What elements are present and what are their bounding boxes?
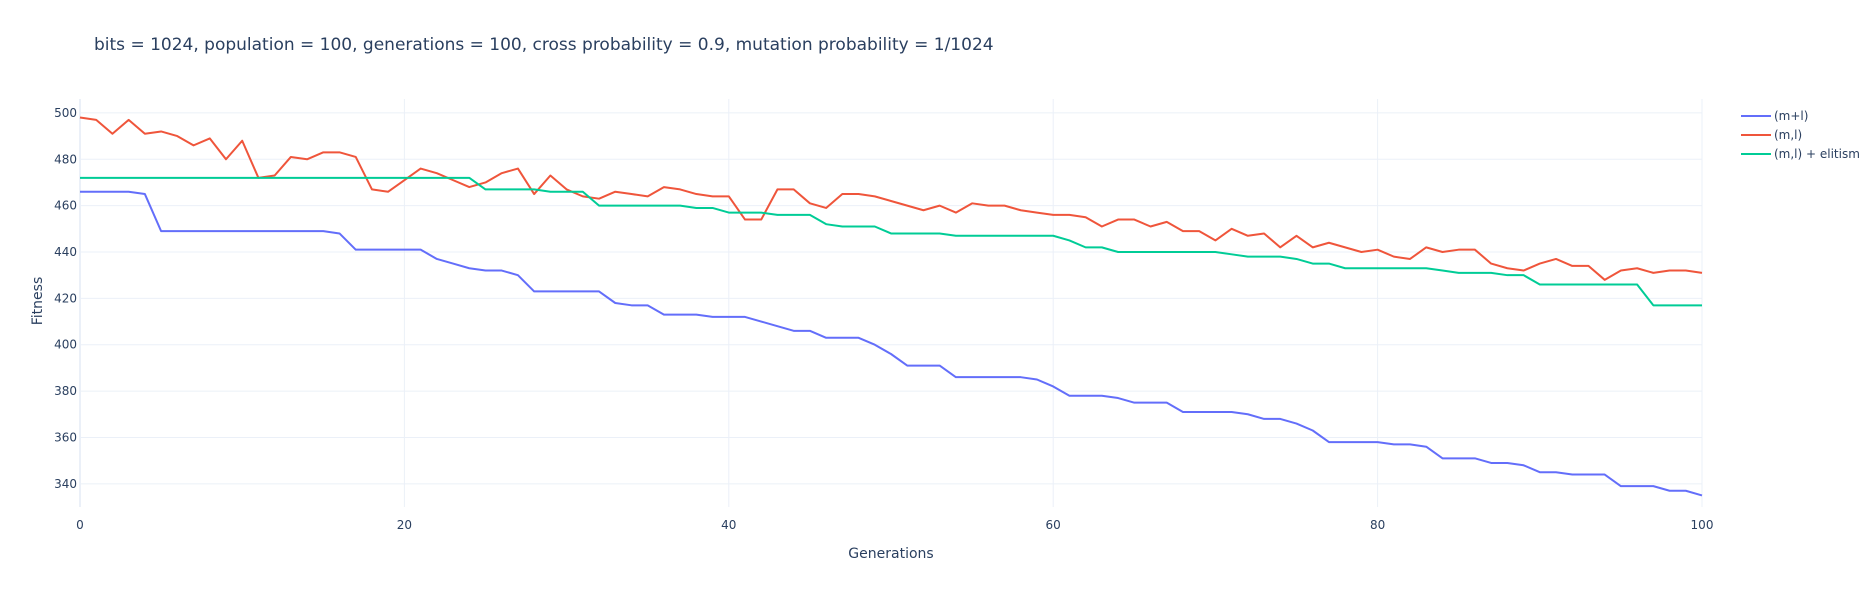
tick-layer: 0 20 40 60 80 100 340 360 380 400 420 440 460 480 500 — [54, 106, 1713, 532]
legend-item[interactable]: (m,l) — [1741, 128, 1802, 142]
series-line[interactable] — [79, 116, 1703, 281]
x-axis-title: Generations — [848, 546, 933, 562]
legend-item[interactable]: (m,l) + elitism — [1741, 147, 1860, 161]
series-line[interactable] — [80, 190, 1703, 497]
x-tick-label: 20 — [397, 518, 412, 532]
x-tick-label: 100 — [1691, 518, 1714, 532]
y-tick-label: 440 — [54, 245, 77, 259]
series-line[interactable] — [80, 176, 1702, 307]
series-layer — [79, 116, 1703, 497]
chart-title: bits = 1024, population = 100, generatio… — [94, 35, 994, 55]
y-tick-label: 480 — [54, 152, 77, 166]
x-tick-label: 0 — [76, 518, 84, 532]
x-tick-label: 60 — [1046, 518, 1061, 532]
legend-item[interactable]: (m+l) — [1741, 109, 1808, 123]
legend-label: (m+l) — [1774, 109, 1808, 123]
legend-label: (m,l) + elitism — [1774, 147, 1860, 161]
x-tick-label: 40 — [721, 518, 736, 532]
y-tick-label: 500 — [54, 106, 77, 120]
grid-layer — [79, 99, 1703, 507]
y-tick-label: 360 — [54, 430, 77, 444]
y-tick-label: 400 — [54, 338, 77, 352]
y-axis-title: Fitness — [30, 277, 46, 326]
y-tick-label: 420 — [54, 291, 77, 305]
y-tick-label: 340 — [54, 477, 77, 491]
x-tick-label: 80 — [1370, 518, 1385, 532]
y-tick-label: 460 — [54, 199, 77, 213]
legend[interactable]: (m+l) (m,l) (m,l) + elitism — [1741, 109, 1860, 161]
legend-label: (m,l) — [1774, 128, 1802, 142]
y-tick-label: 380 — [54, 384, 77, 398]
